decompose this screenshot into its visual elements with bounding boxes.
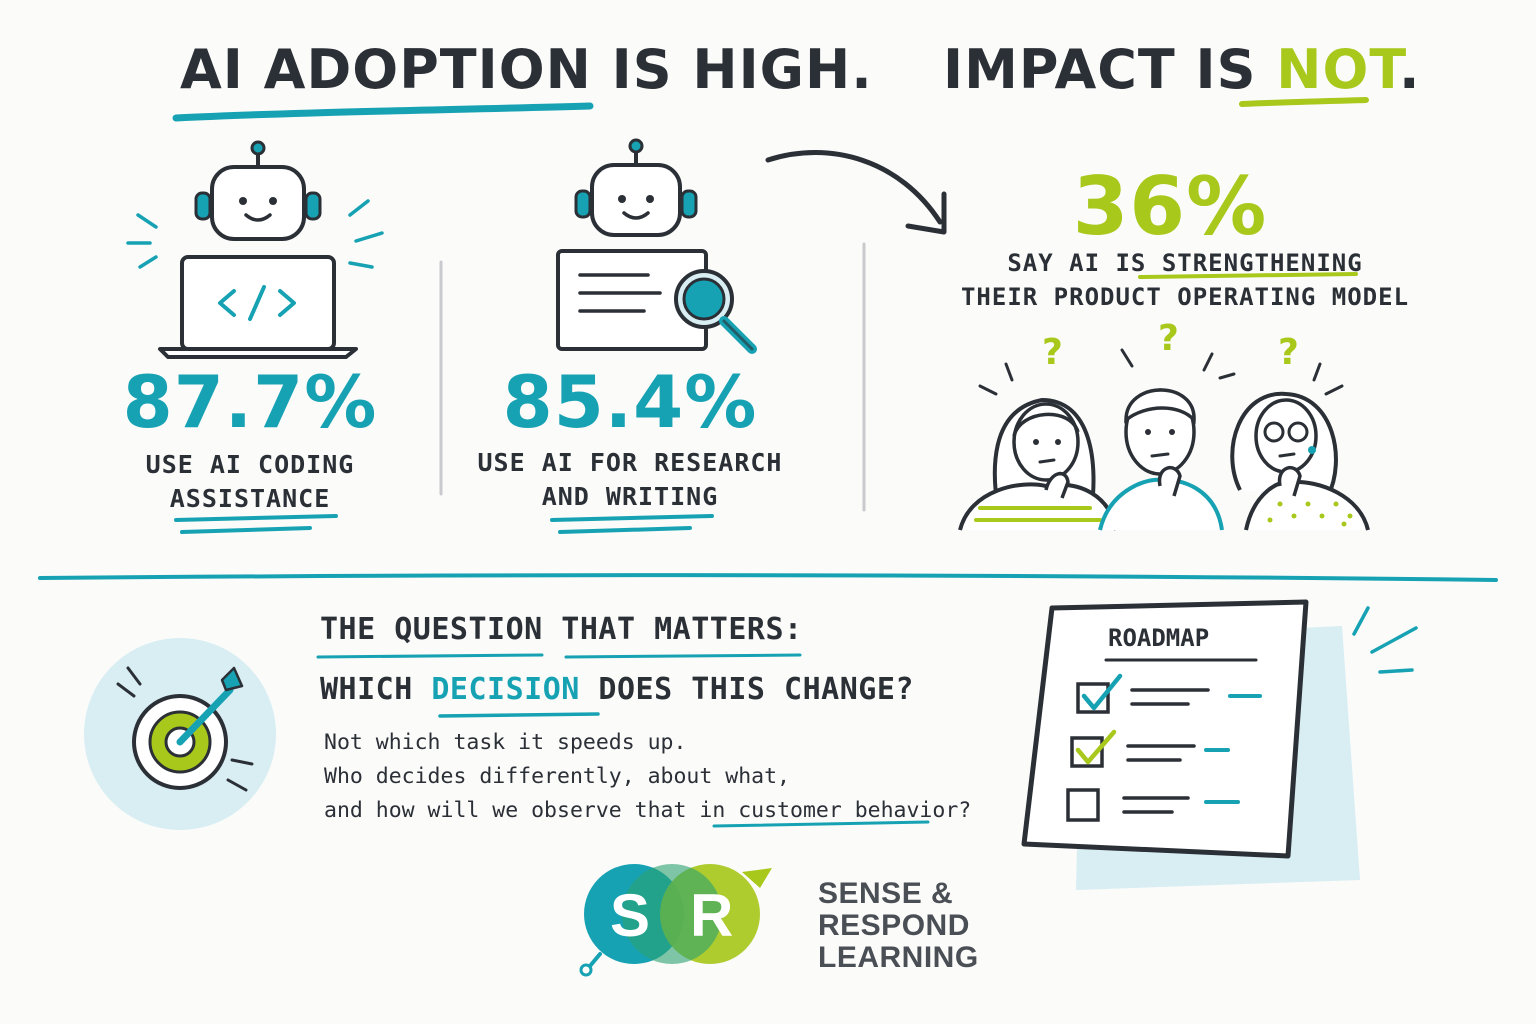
confused-people-icon: ? ? ? — [958, 318, 1370, 531]
headline: AI ADOPTION IS HIGH. IMPACT IS NOT. — [0, 38, 1536, 118]
stat-coding-value: 87.7% — [122, 360, 378, 444]
stat-research-label: USE AI FOR RESEARCH AND WRITING — [477, 448, 783, 511]
question-mark-icon: ? — [1158, 318, 1179, 359]
target-arrow-icon — [84, 638, 276, 830]
logo-mark: S R — [579, 864, 772, 977]
question-prompt: WHICH DECISION DOES THIS CHANGE? — [320, 672, 914, 707]
headline-part1: AI ADOPTION IS HIGH. — [180, 38, 873, 101]
headline-part2: IMPACT IS NOT. — [943, 38, 1421, 101]
stat-research-value: 85.4% — [502, 360, 758, 444]
impact-label: SAY AI IS STRENGTHENING THEIR PRODUCT OP… — [960, 249, 1410, 311]
question-emphasis: DECISION — [431, 672, 580, 707]
question-mark-icon: ? — [1278, 332, 1299, 373]
logo-wordmark: SENSE & RESPOND LEARNING — [818, 877, 979, 974]
robot-laptop-code-icon — [126, 140, 384, 359]
impact-value: 36% — [1072, 160, 1268, 253]
checklist-icon — [1021, 599, 1418, 890]
headline-emphasis: NOT — [1276, 38, 1400, 101]
logo-letter-r: R — [690, 882, 733, 949]
roadmap-title: ROADMAP — [1108, 624, 1210, 652]
question-body-emphasis: customer behavior — [738, 798, 959, 823]
question-body: Not which task it speeds up. Who decides… — [324, 730, 972, 823]
question-mark-icon: ? — [1042, 332, 1063, 373]
logo-letter-s: S — [610, 882, 650, 949]
stat-coding-label: USE AI CODING ASSISTANCE — [145, 450, 355, 513]
impact-emphasis: STRENGTHENING — [1161, 249, 1363, 277]
question-title: THE QUESTION THAT MATTERS: — [320, 612, 803, 647]
robot-document-search-icon — [556, 138, 757, 354]
